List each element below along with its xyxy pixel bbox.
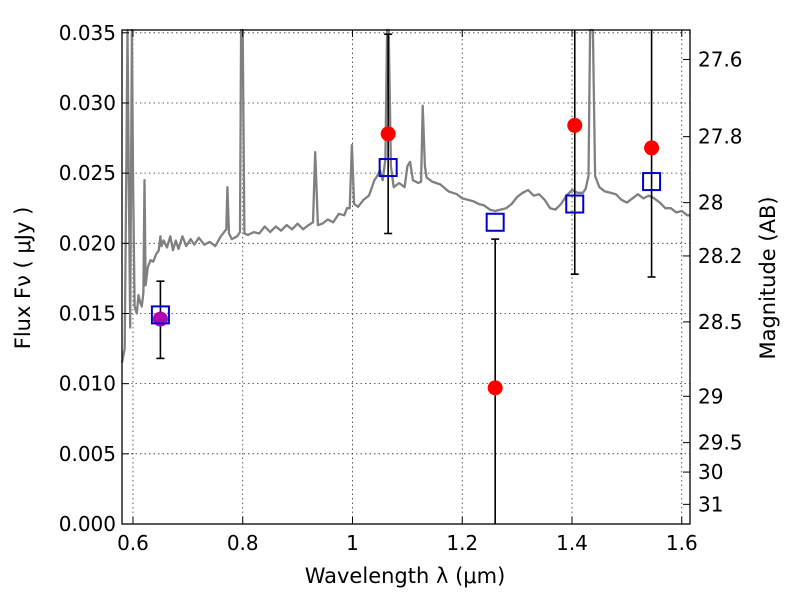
data-markers [150,117,662,396]
spectrum-line [120,28,690,363]
right-tick-label: 29 [698,384,723,408]
model-photometry-point [485,212,505,232]
right-tick-label: 29.5 [698,431,743,455]
right-tick-label: 30 [698,460,723,484]
y-tick-label: 0.020 [59,231,116,255]
right-tick-label: 27.8 [698,125,743,149]
x-tick-label: 0.6 [117,531,149,555]
right-tick-label: 28.2 [698,244,743,268]
observed-point [380,126,396,142]
observed-point [567,117,583,133]
observed-point [487,380,503,396]
x-tick-label: 1.2 [446,531,478,555]
y-tick-label: 0.030 [59,91,116,115]
model-spectrum [120,28,690,363]
right-tick-label: 31 [698,492,723,516]
y-tick-label: 0.005 [59,442,116,466]
y-tick-label: 0.010 [59,372,116,396]
right-tick-label: 27.6 [698,47,743,71]
y-tick-label: 0.000 [59,512,116,536]
model-photometry-point [378,158,398,178]
right-tick-label: 28.5 [698,310,743,334]
x-tick-label: 1 [346,531,359,555]
observed-point [644,140,660,156]
x-tick-label: 0.8 [227,531,259,555]
right-axis-label: Magnitude (AB) [756,196,780,359]
plot-frame [121,29,691,525]
x-tick-label: 1.4 [556,531,588,555]
model-photometry-point [150,305,170,325]
model-photometry-point [565,194,585,214]
model-photometry-point [642,172,662,192]
y-axis-label: Flux Fν ( μJy ) [11,207,35,350]
x-axis-label: Wavelength λ (μm) [305,564,506,588]
y-tick-label: 0.035 [59,21,116,45]
right-tick-label: 28 [698,191,723,215]
y-tick-label: 0.015 [59,301,116,325]
axis-ticks: 0.6 0.8 1 1.2 1.4 1.6 0.000 0.005 0.010 0.015 0.02… [59,21,743,555]
error-bars [156,30,656,524]
y-tick-label: 0.025 [59,161,116,185]
x-tick-label: 1.6 [666,531,698,555]
grid-lines [122,30,690,525]
